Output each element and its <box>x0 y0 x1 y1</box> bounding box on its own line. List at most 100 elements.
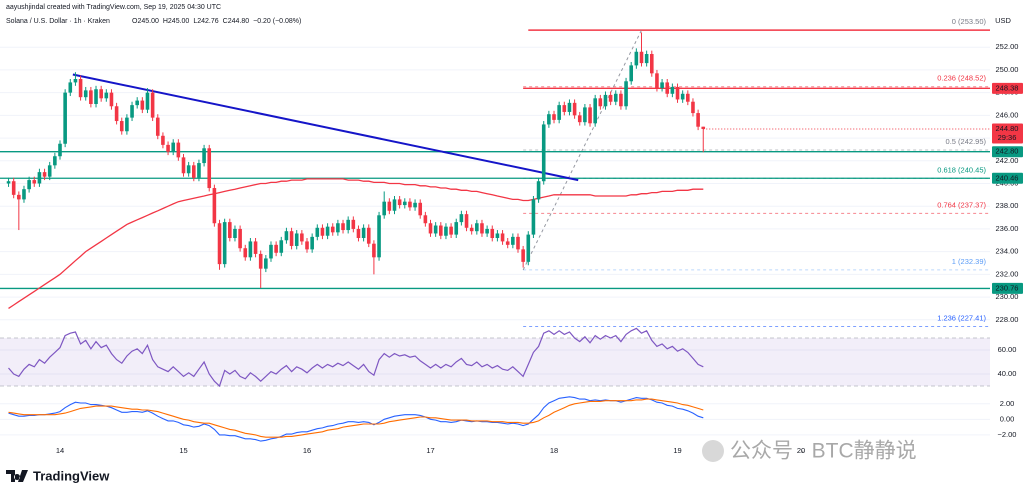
candle-body <box>161 135 165 145</box>
fib-label: 0 (253.50) <box>952 17 987 26</box>
candle-body <box>294 233 299 246</box>
candle-body <box>119 121 124 132</box>
candle-body <box>104 92 109 99</box>
fib-label: 0.236 (248.52) <box>937 74 986 83</box>
candle-body <box>680 93 685 100</box>
candle-body <box>444 226 448 236</box>
candle-body <box>325 226 330 236</box>
candle-body <box>202 148 206 164</box>
fib-label: 0.618 (240.45) <box>937 165 986 174</box>
candle-body <box>603 94 608 107</box>
candle-body <box>186 165 191 174</box>
candle-body <box>526 234 531 262</box>
fib-label: 1 (232.39) <box>952 257 987 266</box>
candle-body <box>557 105 561 120</box>
candle-body <box>264 258 268 269</box>
candle-body <box>217 223 222 265</box>
logo-text: TradingView <box>33 468 110 483</box>
candle-body <box>464 214 469 228</box>
candle-body <box>572 102 577 116</box>
candle-body <box>495 233 500 239</box>
candle-body <box>284 231 289 241</box>
candle-body <box>125 117 129 132</box>
candle-body <box>562 105 567 112</box>
candle-body <box>320 227 325 236</box>
candle-body <box>279 240 284 253</box>
candle-body <box>300 233 304 242</box>
candle-body <box>17 194 21 200</box>
x-tick-label: 17 <box>426 446 434 455</box>
countdown: 29:36 <box>998 133 1017 142</box>
candle-body <box>315 227 320 237</box>
x-tick-label: 15 <box>179 446 187 455</box>
price-label: 240.46 <box>996 173 1019 182</box>
candle-body <box>670 86 675 94</box>
candle-body <box>222 222 227 265</box>
candle-body <box>37 172 42 184</box>
candle-body <box>377 215 381 258</box>
candle-body <box>392 199 397 211</box>
candle-body <box>696 113 700 127</box>
candle-body <box>114 106 119 122</box>
candle-body <box>310 236 314 250</box>
candle-body <box>243 248 248 258</box>
candle-body <box>27 180 31 190</box>
candle-body <box>197 163 201 178</box>
candle-body <box>176 142 181 158</box>
watermark-icon <box>702 440 724 462</box>
candle-body <box>619 93 623 107</box>
candle-body <box>22 189 26 200</box>
currency: USD <box>995 16 1011 25</box>
rsi-tick-label: 60.00 <box>998 345 1017 354</box>
x-tick-label: 18 <box>550 446 558 455</box>
ohlc-value: H245.00 <box>163 18 190 25</box>
fib-label: 0.5 (242.95) <box>946 137 987 146</box>
candle-body <box>171 142 176 152</box>
fib-label: 1.236 (227.41) <box>937 313 986 322</box>
candle-body <box>433 225 438 234</box>
candle-body <box>83 90 88 98</box>
candle-body <box>366 227 371 244</box>
grid <box>0 46 990 436</box>
candle-body <box>402 201 407 206</box>
candle-body <box>361 227 366 239</box>
x-tick-label: 20 <box>797 446 805 455</box>
candle-body <box>649 54 654 74</box>
ohlc-legend: O245.00 H245.00 L242.76 C244.80 −0.20 (−0.08… <box>132 18 301 25</box>
candle-body <box>691 101 695 114</box>
candle-body <box>109 92 114 107</box>
watermark: 公众号 · BTC静静说 <box>702 440 917 463</box>
candle-body <box>469 227 474 232</box>
candle-body <box>330 226 335 233</box>
candle-body <box>624 81 628 107</box>
candle-body <box>94 89 98 104</box>
logo: TradingView <box>6 468 110 483</box>
macd-tick-label: 0.00 <box>1000 414 1015 423</box>
candle-body <box>639 51 644 64</box>
candle-body <box>521 249 525 262</box>
candle-body <box>567 102 572 112</box>
candle-body <box>387 201 392 211</box>
macd-tick-label: 2.00 <box>1000 399 1015 408</box>
y-tick-label: 232.00 <box>996 269 1019 278</box>
price-label-box <box>992 123 1023 144</box>
levels: 0 (253.50) 0.236 (248.52) 0.5 (242.95) 0.61… <box>0 17 990 327</box>
candle-body <box>675 86 680 100</box>
candle-body <box>655 73 659 89</box>
candle-body <box>6 181 11 184</box>
y-tick-label: 238.00 <box>996 201 1019 210</box>
fib-label: 0.764 (237.37) <box>937 200 986 209</box>
y-tick-label: 234.00 <box>996 247 1019 256</box>
price-label-box <box>992 172 1023 184</box>
logo-icon <box>6 470 28 482</box>
x-tick-label: 19 <box>673 446 681 455</box>
y-tick-label: 228.00 <box>996 315 1019 324</box>
rsi-band <box>0 338 990 386</box>
price-label-box <box>992 146 1023 158</box>
candle-body <box>439 225 443 236</box>
candle-body <box>475 223 479 232</box>
candle-body <box>397 199 402 206</box>
candle-body <box>78 79 83 98</box>
candle-body <box>701 126 706 129</box>
price-label: 230.76 <box>996 283 1019 292</box>
